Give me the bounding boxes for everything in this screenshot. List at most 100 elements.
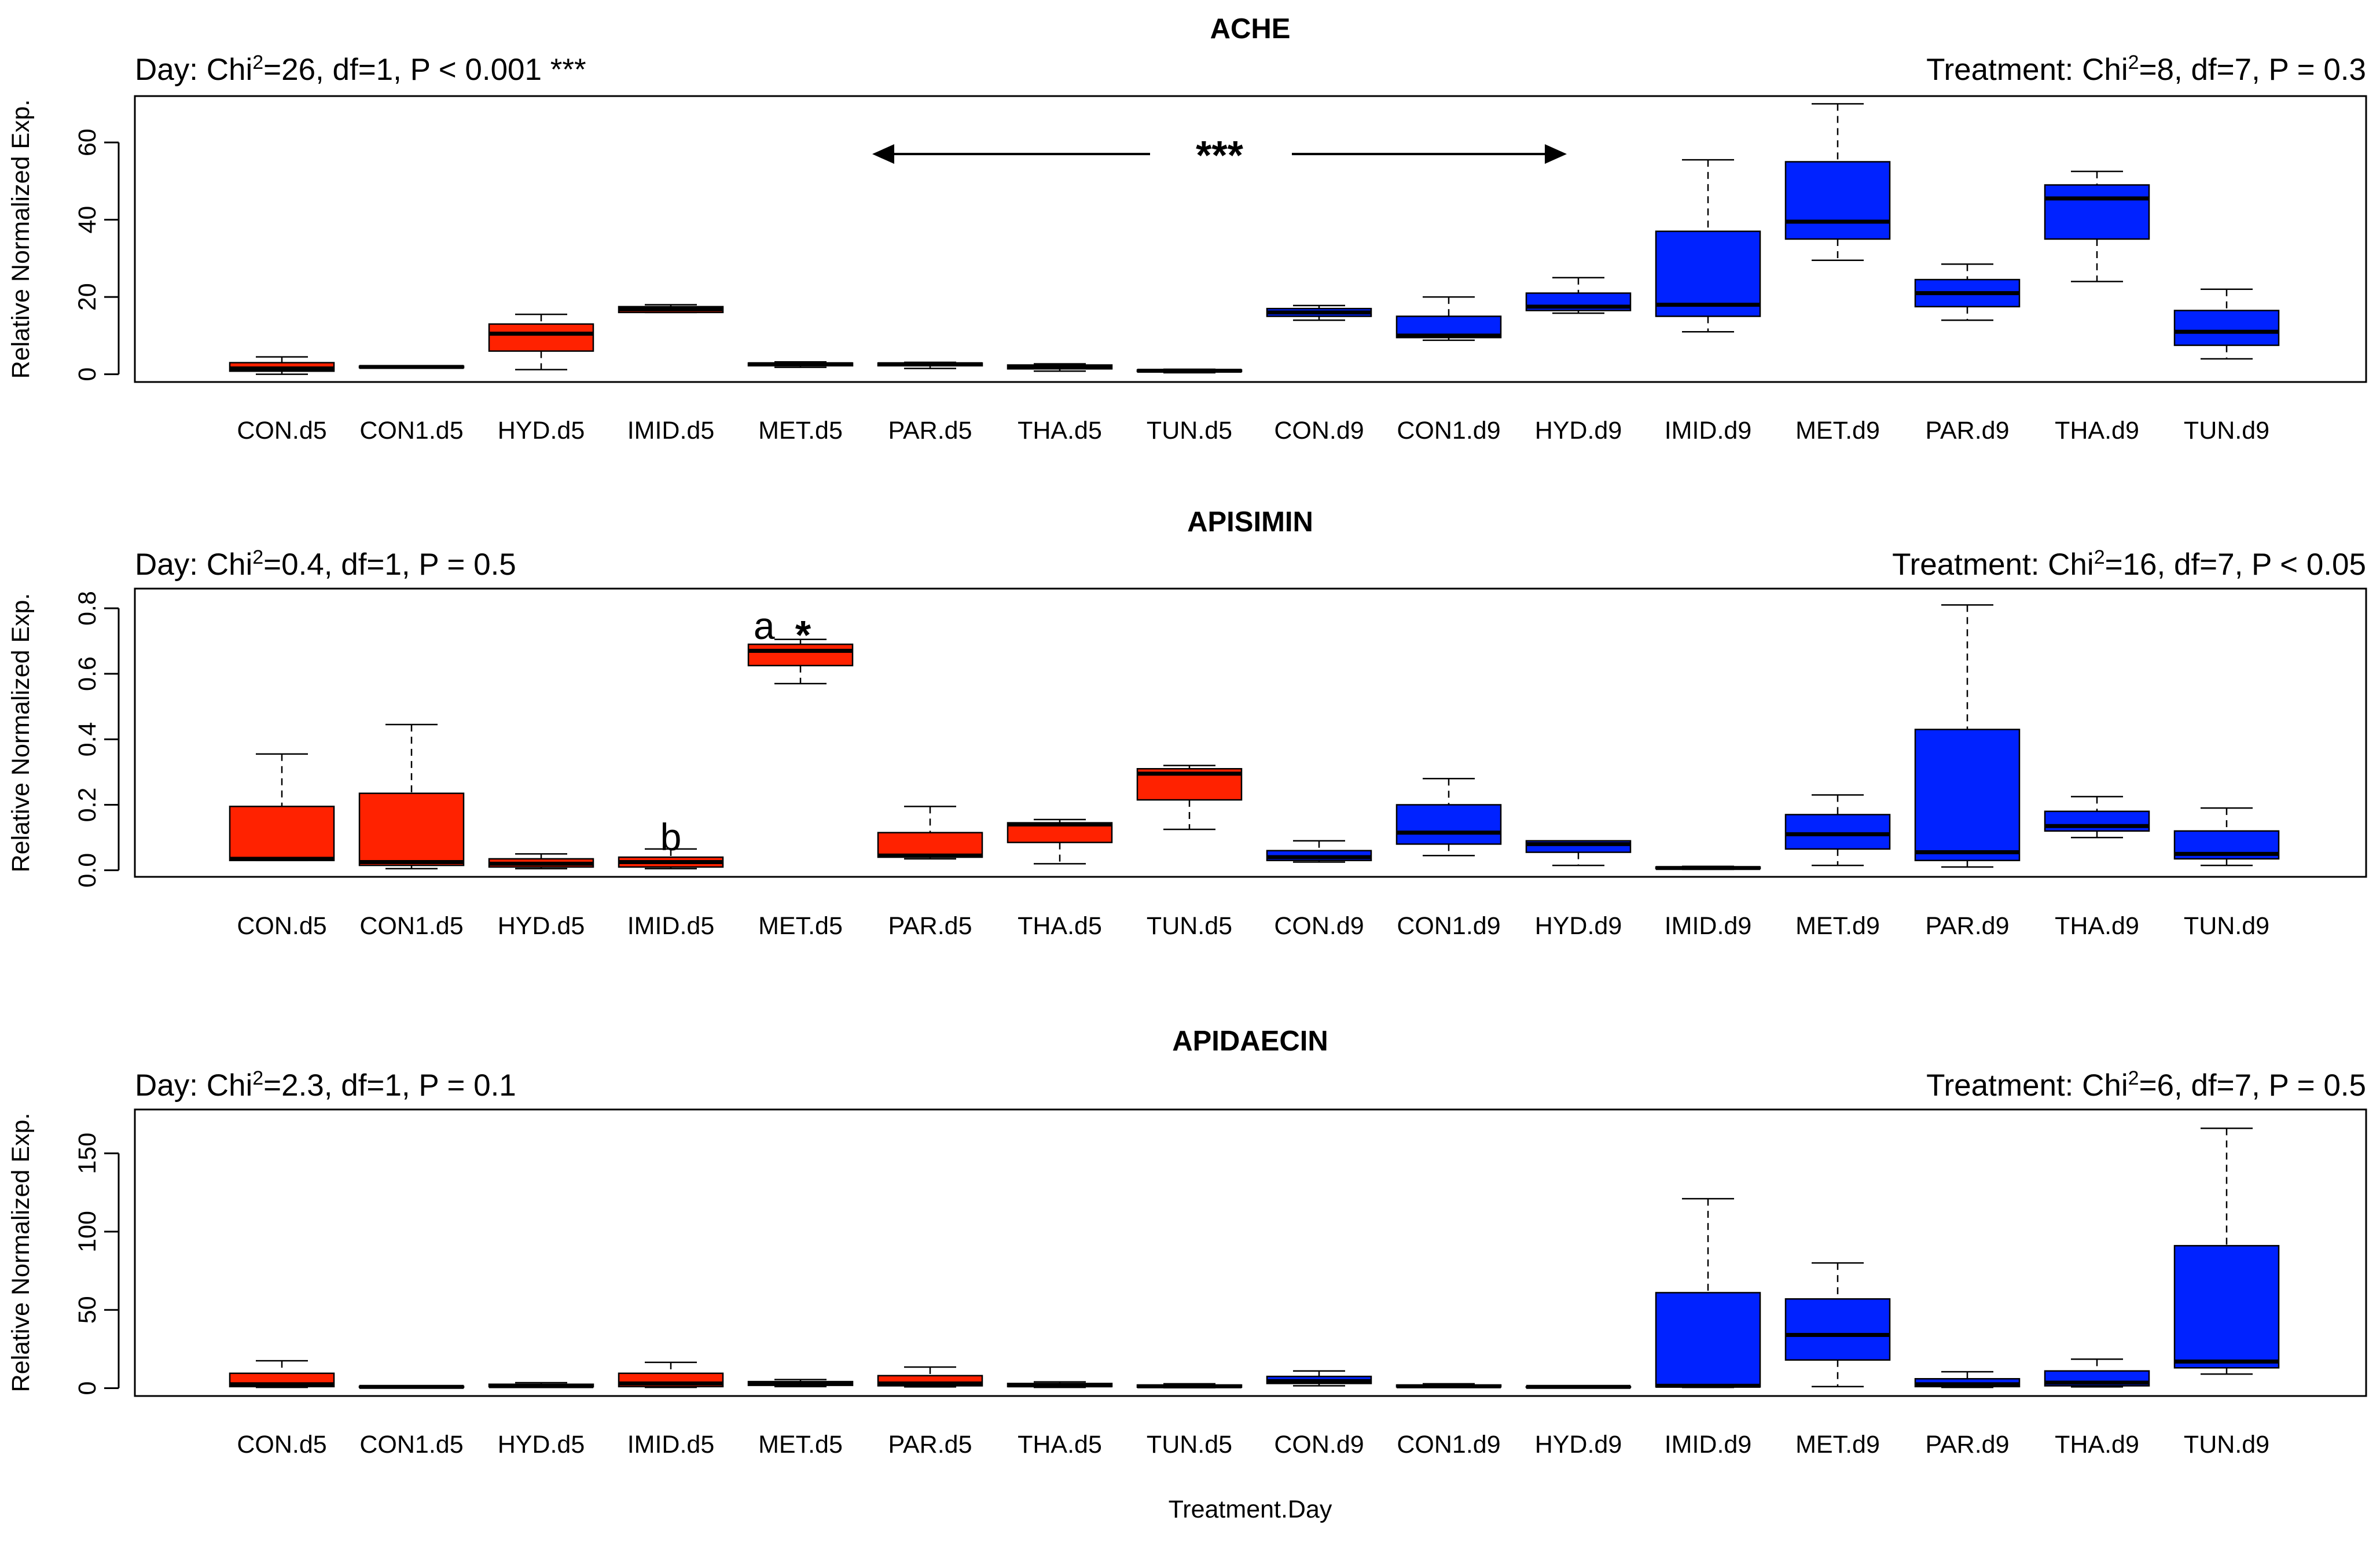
box-con-d5 bbox=[230, 754, 334, 861]
box-par-d9 bbox=[1915, 605, 2019, 867]
x-tick-label: PAR.d9 bbox=[1926, 912, 2010, 940]
x-tick-label: PAR.d5 bbox=[888, 912, 972, 940]
box-par-d5 bbox=[878, 806, 982, 859]
iqr-box bbox=[1786, 161, 1890, 239]
x-tick-label: THA.d9 bbox=[2055, 912, 2139, 940]
treatment-stat-text-superscript: 2 bbox=[2128, 1067, 2139, 1089]
x-tick-label: CON1.d5 bbox=[359, 912, 463, 940]
box-met-d9 bbox=[1786, 795, 1890, 866]
x-tick-label: IMID.d5 bbox=[627, 417, 715, 444]
x-tick-label: MET.d9 bbox=[1795, 417, 1880, 444]
box-tha-d5 bbox=[1008, 1382, 1112, 1387]
treatment-stat-text: Treatment: Chi2=6, df=7, P = 0.5 bbox=[1926, 1067, 2366, 1103]
panel-title: APIDAECIN bbox=[1172, 1026, 1328, 1057]
x-tick-label: HYD.d9 bbox=[1535, 417, 1622, 444]
box-tha-d5 bbox=[1008, 364, 1112, 372]
treatment-stat-text-part: Treatment: Chi bbox=[1926, 1068, 2128, 1103]
x-tick-label: MET.d5 bbox=[758, 912, 843, 940]
y-tick-label: 0.0 bbox=[74, 853, 101, 888]
treatment-stat-text-superscript: 2 bbox=[2094, 546, 2105, 568]
x-tick-label: HYD.d5 bbox=[498, 1431, 585, 1458]
x-axis-label: Treatment.Day bbox=[1169, 1496, 1332, 1523]
x-tick-label: CON1.d5 bbox=[359, 1431, 463, 1458]
box-tha-d9 bbox=[2045, 1359, 2149, 1387]
y-axis-label: Relative Normalized Exp. bbox=[7, 100, 35, 379]
x-tick-label: MET.d5 bbox=[758, 417, 843, 444]
boxplot-figure: Treatment.Day ACHE0204060Relative Normal… bbox=[0, 0, 2380, 1543]
x-tick-label: PAR.d9 bbox=[1926, 417, 2010, 444]
box-met-d5 bbox=[748, 362, 853, 367]
iqr-box bbox=[2175, 311, 2279, 346]
iqr-box bbox=[1786, 814, 1890, 848]
panel-title: APISIMIN bbox=[1187, 506, 1313, 538]
box-tun-d5 bbox=[1137, 369, 1242, 373]
x-tick-label: CON.d9 bbox=[1274, 417, 1364, 444]
box-con1-d9 bbox=[1397, 1384, 1501, 1387]
x-tick-label: HYD.d9 bbox=[1535, 912, 1622, 940]
iqr-box bbox=[1915, 729, 2019, 860]
x-tick-label: CON1.d9 bbox=[1397, 912, 1500, 940]
iqr-box bbox=[1397, 805, 1501, 844]
box-imid-d5 bbox=[619, 304, 723, 312]
treatment-stat-text: Treatment: Chi2=8, df=7, P = 0.3 bbox=[1926, 52, 2366, 87]
x-tick-label: HYD.d5 bbox=[498, 417, 585, 444]
x-tick-label: CON1.d5 bbox=[359, 417, 463, 444]
x-tick-label: TUN.d9 bbox=[2184, 912, 2269, 940]
box-con1-d9 bbox=[1397, 778, 1501, 855]
day-stat-text-part: =2.3, df=1, P = 0.1 bbox=[263, 1068, 516, 1103]
box-hyd-d9 bbox=[1526, 841, 1630, 865]
x-tick-label: TUN.d5 bbox=[1147, 912, 1232, 940]
box-tun-d5 bbox=[1137, 1384, 1242, 1388]
x-tick-label: IMID.d5 bbox=[627, 912, 715, 940]
day-stat-text: Day: Chi2=0.4, df=1, P = 0.5 bbox=[135, 546, 516, 582]
treatment-stat-text: Treatment: Chi2=16, df=7, P < 0.05 bbox=[1892, 546, 2366, 582]
y-tick-label: 40 bbox=[74, 206, 101, 234]
x-tick-label: PAR.d9 bbox=[1926, 1431, 2010, 1458]
x-tick-label: HYD.d5 bbox=[498, 912, 585, 940]
day-stat-text: Day: Chi2=2.3, df=1, P = 0.1 bbox=[135, 1067, 516, 1103]
y-tick-label: 50 bbox=[74, 1296, 101, 1324]
box-tun-d9 bbox=[2175, 1128, 2279, 1374]
box-hyd-d9 bbox=[1526, 1386, 1630, 1388]
x-tick-label: IMID.d9 bbox=[1665, 417, 1752, 444]
box-con1-d5 bbox=[359, 1386, 464, 1387]
day-stat-text-part: Day: Chi bbox=[135, 53, 252, 87]
box-par-d5 bbox=[878, 362, 982, 369]
box-par-d9 bbox=[1915, 1372, 2019, 1387]
x-tick-label: IMID.d5 bbox=[627, 1431, 715, 1458]
y-tick-label: 20 bbox=[74, 283, 101, 311]
box-con-d9 bbox=[1267, 841, 1371, 862]
iqr-box bbox=[2175, 1246, 2279, 1368]
treatment-stat-text-part: Treatment: Chi bbox=[1892, 548, 2094, 582]
panel-title: ACHE bbox=[1210, 13, 1291, 45]
treatment-stat-text-part: =8, df=7, P = 0.3 bbox=[2139, 53, 2366, 87]
box-met-d9 bbox=[1786, 1263, 1890, 1387]
box-con-d5 bbox=[230, 357, 334, 374]
significance-star: * bbox=[795, 612, 811, 657]
arrowhead-right bbox=[1545, 144, 1567, 164]
plot-frame bbox=[135, 1110, 2366, 1396]
plot-frame bbox=[135, 96, 2366, 382]
box-con-d5 bbox=[230, 1361, 334, 1387]
iqr-box bbox=[359, 793, 464, 866]
x-tick-label: THA.d5 bbox=[1018, 1431, 1102, 1458]
y-tick-label: 60 bbox=[74, 128, 101, 156]
day-stat-text-superscript: 2 bbox=[252, 1067, 263, 1089]
x-tick-label: PAR.d5 bbox=[888, 417, 972, 444]
x-tick-label: CON.d5 bbox=[237, 1431, 326, 1458]
iqr-box bbox=[2045, 185, 2149, 239]
box-tha-d5 bbox=[1008, 820, 1112, 864]
box-met-d5 bbox=[748, 1380, 853, 1387]
x-tick-label: CON.d5 bbox=[237, 912, 326, 940]
x-tick-label: TUN.d5 bbox=[1147, 417, 1232, 444]
box-hyd-d5 bbox=[489, 854, 593, 868]
treatment-stat-text-part: Treatment: Chi bbox=[1926, 53, 2128, 87]
day-stat-text-superscript: 2 bbox=[252, 52, 263, 74]
box-imid-d5 bbox=[619, 1362, 723, 1387]
y-tick-label: 0.8 bbox=[74, 591, 101, 626]
x-tick-label: CON.d9 bbox=[1274, 1431, 1364, 1458]
box-imid-d9 bbox=[1656, 866, 1760, 869]
y-tick-label: 100 bbox=[74, 1211, 101, 1252]
y-tick-label: 0.2 bbox=[74, 788, 101, 822]
x-tick-label: CON.d5 bbox=[237, 417, 326, 444]
